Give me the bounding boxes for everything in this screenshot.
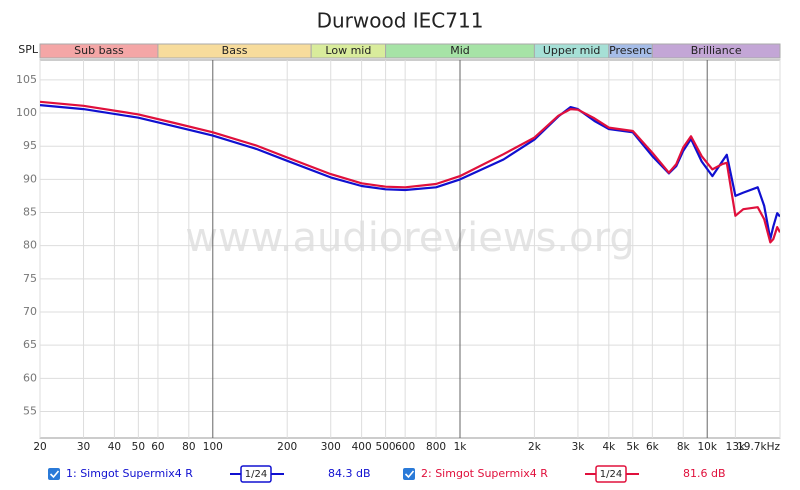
- band-label: Presenc: [609, 44, 652, 57]
- x-tick-label: 1k: [454, 441, 468, 453]
- x-tick-label: 10k: [697, 441, 717, 453]
- x-tick-label: 400: [352, 441, 372, 453]
- legend-checkbox[interactable]: [48, 468, 60, 480]
- x-tick-label: 50: [132, 441, 145, 453]
- smoothing-box: [595, 465, 627, 483]
- x-tick-label: 13k: [726, 441, 746, 453]
- smoothing-box: [240, 465, 272, 483]
- band-label: Brilliance: [691, 44, 742, 57]
- y-tick-label: 90: [23, 172, 37, 185]
- y-tick-label: 80: [23, 239, 37, 252]
- x-tick-label: 80: [182, 441, 195, 453]
- band-label: Upper mid: [543, 44, 601, 57]
- y-tick-label: 65: [23, 338, 37, 351]
- x-tick-label: 19.7kHz: [737, 441, 780, 453]
- x-tick-label: 800: [426, 441, 446, 453]
- x-tick-label: 2k: [528, 441, 542, 453]
- x-tick-label: 30: [77, 441, 90, 453]
- legend-level: 81.6 dB: [683, 467, 726, 480]
- band-label: Sub bass: [74, 44, 124, 57]
- y-tick-label: 55: [23, 404, 37, 417]
- x-tick-label: 200: [277, 441, 297, 453]
- smoothing-label: 1/24: [600, 469, 622, 480]
- series-line: [40, 104, 780, 241]
- band-label: Bass: [222, 44, 248, 57]
- y-tick-label: 70: [23, 305, 37, 318]
- x-tick-label: 100: [203, 441, 223, 453]
- band-label: Mid: [450, 44, 470, 57]
- y-tick-label: 105: [16, 73, 37, 86]
- x-tick-label: 40: [108, 441, 121, 453]
- x-tick-label: 4k: [602, 441, 616, 453]
- legend-label: 2: Simgot Supermix4 R: [421, 467, 548, 480]
- y-axis-label: SPL: [18, 43, 39, 56]
- y-tick-label: 100: [16, 106, 37, 119]
- legend-label: 1: Simgot Supermix4 R: [66, 467, 193, 480]
- band: [651, 43, 781, 59]
- series-line: [40, 100, 780, 244]
- x-tick-label: 60: [151, 441, 164, 453]
- watermark: www.audioreviews.org: [185, 215, 634, 261]
- x-tick-label: 500: [376, 441, 396, 453]
- y-tick-label: 75: [23, 272, 37, 285]
- chart-title: Durwood IEC711: [317, 9, 484, 33]
- y-tick-label: 60: [23, 371, 37, 384]
- x-tick-label: 5k: [626, 441, 640, 453]
- x-tick-label: 20: [33, 441, 46, 453]
- band-label: Low mid: [325, 44, 371, 57]
- x-tick-label: 8k: [677, 441, 691, 453]
- plot-lines: [40, 100, 780, 244]
- checkmark: [404, 470, 415, 479]
- x-tick-label: 600: [395, 441, 415, 453]
- legend-level: 84.3 dB: [328, 467, 371, 480]
- x-tick-label: 300: [321, 441, 341, 453]
- checkmark: [49, 470, 60, 479]
- smoothing-label: 1/24: [245, 469, 267, 480]
- x-tick-label: 6k: [646, 441, 660, 453]
- y-tick-label: 95: [23, 139, 37, 152]
- legend-checkbox[interactable]: [403, 468, 415, 480]
- y-tick-label: 85: [23, 206, 37, 219]
- x-tick-label: 3k: [572, 441, 586, 453]
